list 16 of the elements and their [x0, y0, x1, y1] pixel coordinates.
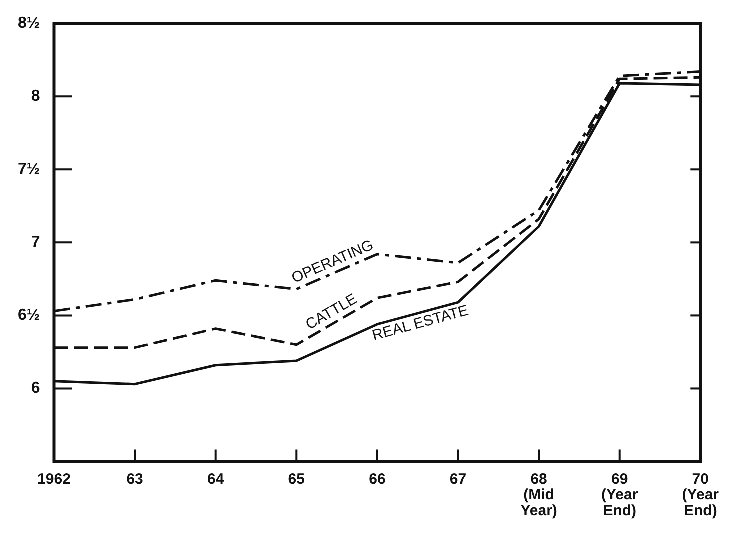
x-tick-label: 64 — [208, 470, 225, 488]
text: REAL ESTATE — [370, 302, 470, 344]
x-tick-label: 69 (Year End) — [602, 470, 638, 520]
y-tick-label: 8 — [31, 88, 40, 106]
y-tick-label: 7½ — [18, 161, 40, 178]
x-tick-label: 63 — [126, 470, 144, 488]
y-tick-label: 8½ — [18, 15, 40, 32]
x-tick-label: 67 — [450, 470, 467, 488]
x-tick-label: 68 (Mid Year) — [520, 470, 558, 520]
x-tick-label: 66 — [369, 470, 386, 488]
y-tick-label: 7 — [31, 234, 40, 252]
y-tick-label: 6 — [31, 380, 40, 398]
y-tick-label: 6½ — [18, 307, 40, 324]
x-tick-label: 1962 — [38, 470, 71, 488]
x-tick-label: 70 (Year End) — [682, 470, 720, 520]
x-tick-label: 65 — [288, 470, 305, 488]
